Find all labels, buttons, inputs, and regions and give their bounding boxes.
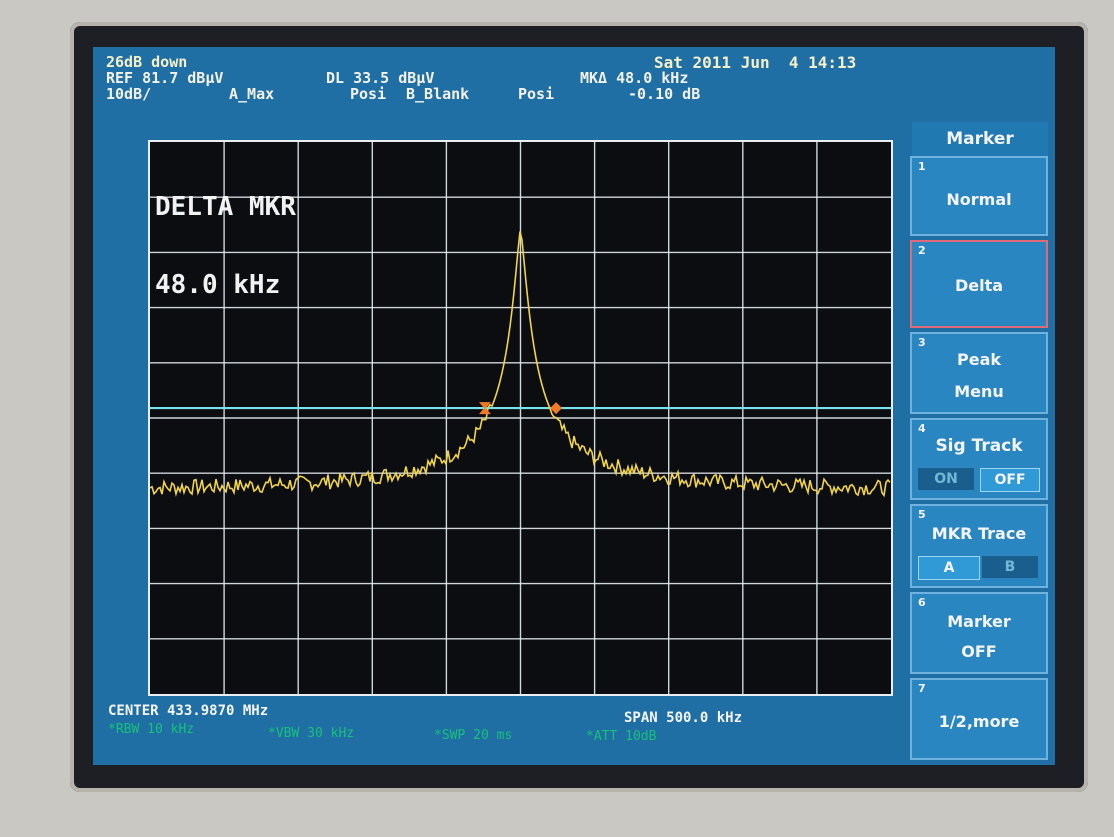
softkey-number: 2 (918, 244, 926, 257)
softkey-label-top: Peak (956, 350, 1001, 369)
header-trace-a: A_Max (229, 85, 275, 103)
softkey-label-bottom: Menu (954, 382, 1004, 401)
spectrum-plot (148, 140, 893, 696)
softkey-label: Delta (954, 276, 1004, 295)
marker-reference (478, 402, 491, 415)
softkey-label: Normal (946, 190, 1012, 209)
softkey-number: 5 (918, 508, 926, 521)
center-frequency: CENTER 433.9870 MHz (108, 703, 269, 719)
marker-delta (550, 402, 563, 415)
softkey-sig-track[interactable]: 4 Sig Track ON OFF (910, 418, 1048, 500)
atten-readout: *ATT 10dB (586, 729, 657, 744)
delta-marker-readout: DELTA MKR 48.0 kHz (155, 142, 296, 324)
softkey-number: 6 (918, 596, 926, 609)
softkey-number: 4 (918, 422, 926, 435)
softkey-more[interactable]: 7 1/2,more (910, 678, 1048, 760)
rbw-readout: *RBW 10 kHz (108, 722, 195, 737)
softkey-marker-off[interactable]: 6 Marker OFF (910, 592, 1048, 674)
softkey-number: 3 (918, 336, 926, 349)
softkey-label-bottom: OFF (961, 642, 997, 661)
header-posi-1: Posi (350, 85, 387, 103)
marker-menu-title: Marker (912, 122, 1048, 156)
sweep-readout: *SWP 20 ms (434, 728, 513, 743)
header-trace-b: B_Blank (406, 85, 470, 103)
softkey-label: 1/2,more (938, 712, 1020, 731)
softkey-mkr-trace[interactable]: 5 MKR Trace A B (910, 504, 1048, 588)
mkr-trace-b[interactable]: B (982, 556, 1038, 578)
mkr-trace-a[interactable]: A (918, 556, 980, 580)
softkey-label: Sig Track (935, 436, 1023, 456)
softkey-label: MKR Trace (931, 524, 1027, 543)
spectrum-trace (150, 231, 891, 498)
softkey-label-top: Marker (947, 612, 1011, 631)
softkey-peak-menu[interactable]: 3 Peak Menu (910, 332, 1048, 414)
sig-track-on[interactable]: ON (918, 468, 974, 490)
softkey-delta[interactable]: 2 Delta (910, 240, 1048, 328)
spectrum-svg (150, 142, 891, 694)
vbw-readout: *VBW 30 kHz (268, 726, 355, 741)
header-display-line: DL 33.5 dBµV (326, 69, 435, 87)
header-datetime: Sat 2011 Jun 4 14:13 (654, 53, 857, 72)
span-readout: SPAN 500.0 kHz (624, 710, 743, 726)
header-scale: 10dB/ (106, 85, 152, 103)
delta-marker-value: 48.0 kHz (155, 270, 281, 300)
header-posi-2: Posi (518, 85, 555, 103)
delta-marker-title: DELTA MKR (155, 192, 296, 222)
softkey-number: 7 (918, 682, 926, 695)
header-line1: 26dB down (106, 53, 188, 71)
header-marker-delta: MKΔ 48.0 kHz (580, 69, 689, 87)
header-ref-level: REF 81.7 dBµV (106, 69, 224, 87)
softkey-normal[interactable]: 1 Normal (910, 156, 1048, 236)
sig-track-off[interactable]: OFF (980, 468, 1040, 492)
header-marker-db: -0.10 dB (628, 85, 701, 103)
softkey-number: 1 (918, 160, 926, 173)
